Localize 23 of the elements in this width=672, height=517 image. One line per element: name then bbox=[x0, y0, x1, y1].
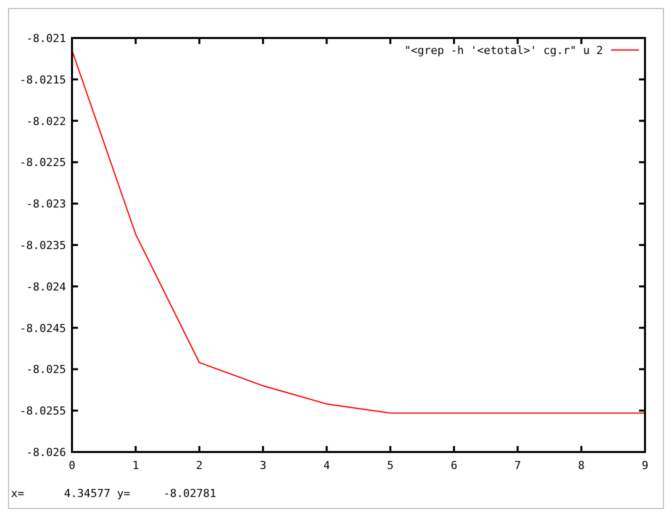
y-tick-label: -8.026 bbox=[26, 446, 66, 459]
x-tick-label: 9 bbox=[642, 459, 648, 472]
text: x= 4.34577 y= -8.02781 bbox=[11, 487, 216, 500]
y-tick-label: -8.023 bbox=[26, 198, 66, 211]
x-tick-label: 0 bbox=[68, 459, 76, 472]
y-tick-label: -8.022 bbox=[26, 114, 66, 128]
x-tick-label: 8 bbox=[578, 459, 585, 472]
x-tick-label: 6 bbox=[450, 459, 458, 472]
x-tick-label: 2 bbox=[196, 459, 203, 472]
y-tick-label: -8.0235 bbox=[20, 239, 66, 252]
x-tick-label: 7 bbox=[514, 459, 521, 472]
y-tick-label: -8.024 bbox=[26, 280, 66, 294]
x-tick-label: 5 bbox=[387, 459, 394, 472]
legend-label: "<grep -h '<etotal>' cg.r" u 2 bbox=[404, 44, 603, 57]
y-tick-label: -8.025 bbox=[26, 363, 66, 376]
y-tick-label: -8.0215 bbox=[20, 73, 66, 86]
x-tick-label: 1 bbox=[132, 459, 139, 472]
y-tick-label: -8.0255 bbox=[20, 404, 66, 418]
y-tick-label: -8.021 bbox=[26, 32, 66, 45]
x-tick-label: 3 bbox=[260, 459, 266, 472]
x-tick-label: 4 bbox=[323, 459, 330, 472]
y-tick-label: -8.0245 bbox=[20, 322, 66, 335]
y-tick-label: -8.0225 bbox=[20, 156, 66, 170]
